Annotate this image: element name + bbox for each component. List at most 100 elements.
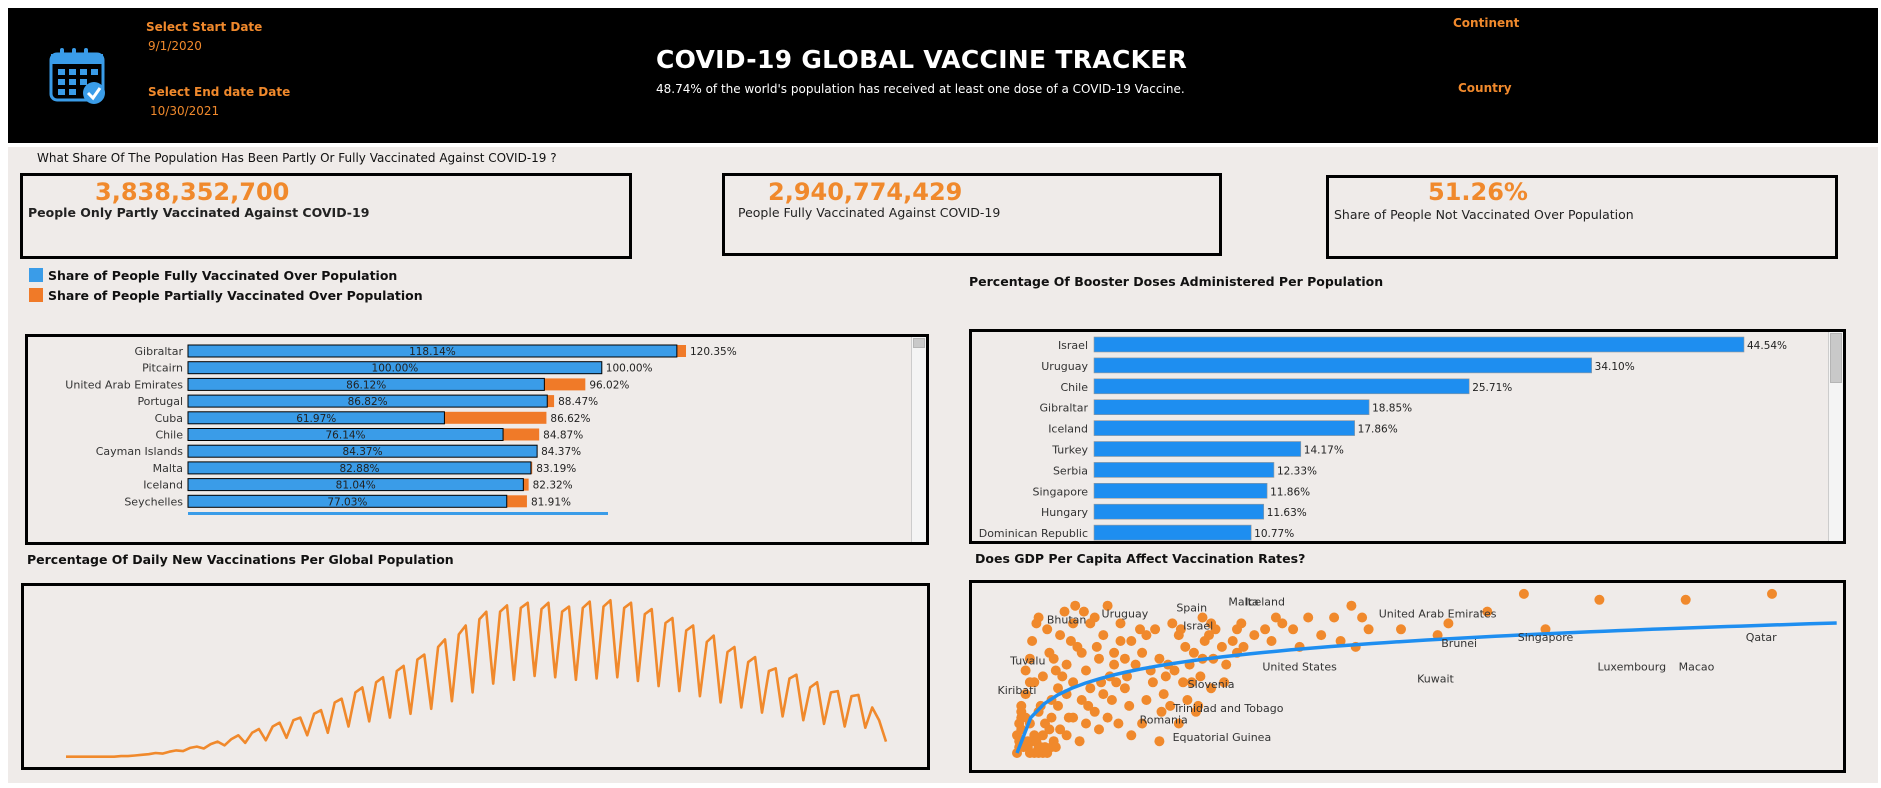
gdp-point[interactable] <box>1091 641 1102 652</box>
booster-bar[interactable] <box>1093 524 1252 541</box>
gdp-point[interactable] <box>1238 641 1249 652</box>
gdp-point[interactable] <box>1033 612 1044 623</box>
gdp-point[interactable] <box>1206 683 1217 694</box>
vax-fully-bar[interactable] <box>187 444 538 458</box>
end-date-value[interactable]: 10/30/2021 <box>150 104 220 118</box>
gdp-point[interactable] <box>1020 665 1031 676</box>
gdp-point[interactable] <box>1518 588 1529 599</box>
gdp-point[interactable] <box>1048 653 1059 664</box>
gdp-point[interactable] <box>1061 659 1072 670</box>
gdp-point[interactable] <box>1270 612 1281 623</box>
gdp-point[interactable] <box>1594 594 1605 605</box>
gdp-point[interactable] <box>1074 736 1085 747</box>
gdp-point[interactable] <box>1081 718 1091 729</box>
gdp-point[interactable] <box>1482 606 1493 617</box>
gdp-point[interactable] <box>1126 636 1137 646</box>
gdp-point[interactable] <box>1068 712 1079 723</box>
gdp-point[interactable] <box>1085 618 1096 629</box>
continent-filter[interactable]: Continent <box>1453 16 1520 30</box>
gdp-point[interactable] <box>1053 683 1063 694</box>
gdp-point[interactable] <box>1219 677 1230 688</box>
gdp-point[interactable] <box>1260 624 1271 635</box>
gdp-point[interactable] <box>1288 624 1299 635</box>
gdp-point[interactable] <box>1119 683 1130 694</box>
gdp-point[interactable] <box>1182 695 1193 705</box>
gdp-point[interactable] <box>1027 636 1038 646</box>
vax-fully-bar[interactable] <box>187 344 678 358</box>
gdp-point[interactable] <box>1111 677 1122 688</box>
gdp-point[interactable] <box>1057 671 1068 682</box>
gdp-point[interactable] <box>1540 624 1551 635</box>
gdp-point[interactable] <box>1204 630 1214 641</box>
gdp-point[interactable] <box>1357 612 1368 623</box>
gdp-point[interactable] <box>1173 718 1184 729</box>
vaccination-scrollbar[interactable] <box>911 337 926 542</box>
gdp-point[interactable] <box>1443 618 1454 629</box>
vax-fully-bar[interactable] <box>187 494 508 508</box>
gdp-point[interactable] <box>1169 665 1180 676</box>
gdp-point[interactable] <box>1195 671 1206 682</box>
gdp-point[interactable] <box>1102 600 1113 611</box>
gdp-point[interactable] <box>1180 641 1191 652</box>
gdp-point[interactable] <box>1040 718 1050 729</box>
booster-bar[interactable] <box>1093 462 1275 478</box>
gdp-point[interactable] <box>1186 677 1197 688</box>
gdp-point[interactable] <box>1167 618 1178 629</box>
gdp-point[interactable] <box>1050 665 1061 676</box>
gdp-point[interactable] <box>1150 624 1161 635</box>
start-date-value[interactable]: 9/1/2020 <box>148 39 202 53</box>
gdp-point[interactable] <box>1147 677 1158 688</box>
gdp-point[interactable] <box>1037 671 1048 682</box>
gdp-point[interactable] <box>1160 671 1171 682</box>
gdp-point[interactable] <box>1303 612 1314 623</box>
gdp-point[interactable] <box>1191 706 1201 717</box>
gdp-point[interactable] <box>1109 647 1120 658</box>
gdp-point[interactable] <box>1130 659 1141 670</box>
gdp-point[interactable] <box>1119 653 1130 664</box>
gdp-point[interactable] <box>1154 653 1165 664</box>
gdp-point[interactable] <box>1012 730 1022 741</box>
scrollbar-thumb[interactable] <box>913 338 925 348</box>
gdp-point[interactable] <box>1767 588 1777 599</box>
scrollbar-thumb[interactable] <box>1830 333 1842 383</box>
gdp-point[interactable] <box>1046 712 1057 723</box>
gdp-point[interactable] <box>1106 695 1117 705</box>
gdp-point[interactable] <box>1020 689 1031 700</box>
gdp-point[interactable] <box>1102 712 1113 723</box>
gdp-point[interactable] <box>1363 624 1374 635</box>
gdp-point[interactable] <box>1210 624 1221 635</box>
gdp-point[interactable] <box>1098 689 1109 700</box>
gdp-point[interactable] <box>1083 700 1094 711</box>
gdp-point[interactable] <box>1094 653 1104 664</box>
gdp-point[interactable] <box>1055 630 1066 641</box>
gdp-point[interactable] <box>1154 736 1165 747</box>
gdp-point[interactable] <box>1109 659 1120 670</box>
gdp-point[interactable] <box>1055 724 1066 735</box>
gdp-point[interactable] <box>1124 700 1135 711</box>
gdp-point[interactable] <box>1024 677 1035 688</box>
booster-bar[interactable] <box>1093 336 1745 353</box>
booster-bar[interactable] <box>1093 503 1265 520</box>
country-filter[interactable]: Country <box>1458 81 1512 95</box>
gdp-point[interactable] <box>1178 677 1189 688</box>
gdp-point[interactable] <box>1221 659 1232 670</box>
gdp-point[interactable] <box>1094 724 1104 735</box>
gdp-point[interactable] <box>1126 730 1137 741</box>
gdp-point[interactable] <box>1137 718 1148 729</box>
gdp-point[interactable] <box>1098 630 1109 641</box>
gdp-point[interactable] <box>1236 618 1247 629</box>
gdp-point[interactable] <box>1076 695 1087 705</box>
gdp-point[interactable] <box>1316 630 1327 641</box>
gdp-point[interactable] <box>1016 706 1027 717</box>
gdp-point[interactable] <box>1068 677 1079 688</box>
booster-scrollbar[interactable] <box>1828 332 1843 541</box>
gdp-point[interactable] <box>1346 600 1357 611</box>
vax-fully-bar[interactable] <box>187 428 504 441</box>
gdp-point[interactable] <box>1050 742 1061 753</box>
gdp-point[interactable] <box>1070 600 1081 611</box>
vax-fully-bar[interactable] <box>187 411 445 425</box>
gdp-point[interactable] <box>1249 630 1260 641</box>
gdp-point[interactable] <box>1113 718 1124 729</box>
gdp-point[interactable] <box>1175 624 1186 635</box>
gdp-point[interactable] <box>1137 647 1148 658</box>
